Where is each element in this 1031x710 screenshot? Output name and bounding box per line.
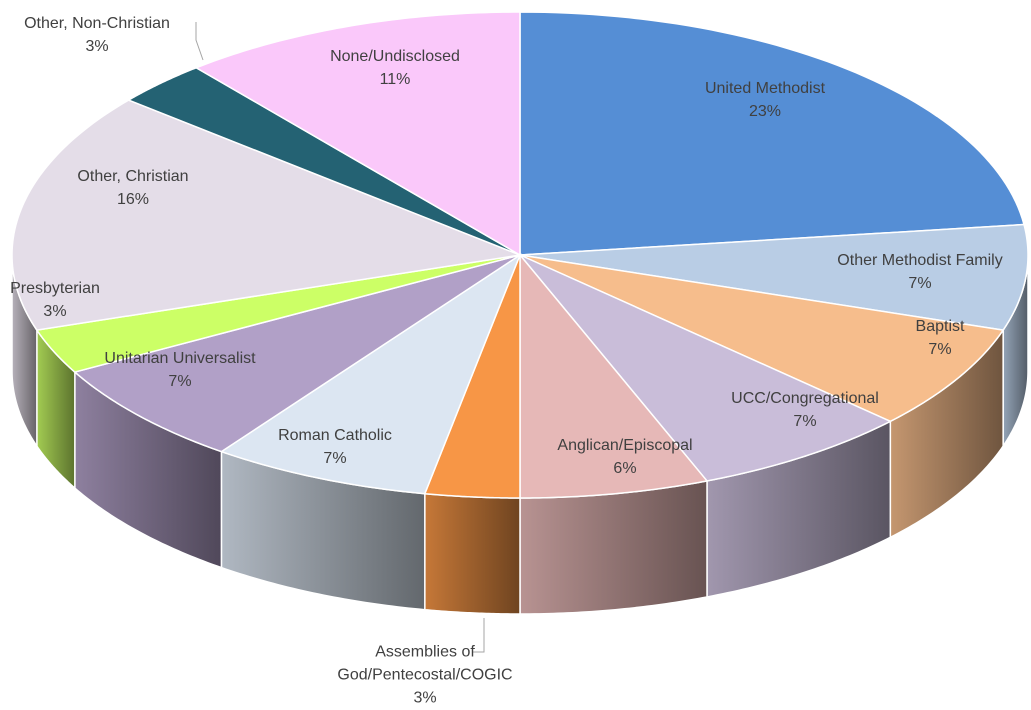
- category-label: Assemblies of God/Pentecostal/COGIC: [337, 643, 513, 684]
- value-label: 7%: [793, 413, 817, 430]
- category-label: United Methodist: [704, 80, 826, 97]
- slice: [126, 66, 521, 256]
- data-label: United Methodist 23%: [705, 77, 825, 123]
- slice: [73, 254, 521, 453]
- value-label: 11%: [379, 71, 411, 88]
- slice: [519, 223, 1029, 331]
- data-label: UCC/Congregational 7%: [731, 387, 879, 433]
- value-label: 6%: [613, 460, 637, 477]
- category-label: Presbyterian: [10, 280, 100, 297]
- category-label: Other Methodist Family: [837, 252, 1003, 269]
- value-label: 3%: [413, 689, 437, 707]
- slice: [519, 11, 1025, 256]
- category-label: Other, Christian: [77, 168, 189, 185]
- value-label: 7%: [323, 450, 347, 467]
- slice: [11, 99, 523, 331]
- slice: [194, 11, 521, 257]
- leader-line: [195, 22, 204, 61]
- value-label: 7%: [168, 373, 192, 390]
- data-label: Roman Catholic 7%: [278, 424, 392, 470]
- category-label: Unitarian Universalist: [104, 350, 256, 367]
- data-label: Unitarian Universalist 7%: [104, 347, 255, 393]
- slice-side: [424, 492, 521, 615]
- slice-side: [519, 480, 708, 615]
- slice: [519, 252, 709, 499]
- slice: [519, 254, 1005, 423]
- value-label: 3%: [85, 38, 109, 55]
- category-label: Roman Catholic: [278, 427, 392, 444]
- data-label: Other, Christian 16%: [77, 165, 188, 211]
- data-label: Other, Non-Christian 3%: [24, 12, 170, 58]
- data-label: Presbyterian 3%: [10, 277, 100, 323]
- slice: [519, 254, 893, 482]
- data-label: Baptist 7%: [916, 315, 965, 361]
- leader-line: [472, 618, 485, 653]
- value-label: 3%: [43, 303, 67, 320]
- category-label: None/Undisclosed: [330, 48, 460, 65]
- data-label: Other Methodist Family 7%: [837, 249, 1002, 295]
- data-label: Anglican/Episcopal 6%: [557, 434, 692, 480]
- data-label: Assemblies of God/Pentecostal/COGIC 3%: [325, 641, 525, 710]
- category-label: Baptist: [915, 318, 965, 335]
- value-label: 16%: [116, 191, 150, 208]
- slice: [219, 253, 522, 495]
- data-label: None/Undisclosed 11%: [330, 45, 460, 91]
- value-label: 7%: [928, 341, 952, 358]
- value-label: 23%: [748, 103, 782, 120]
- value-label: 7%: [908, 275, 932, 292]
- category-label: UCC/Congregational: [731, 390, 879, 407]
- slice: [35, 254, 521, 373]
- category-label: Other, Non-Christian: [24, 15, 170, 32]
- category-label: Anglican/Episcopal: [557, 437, 693, 454]
